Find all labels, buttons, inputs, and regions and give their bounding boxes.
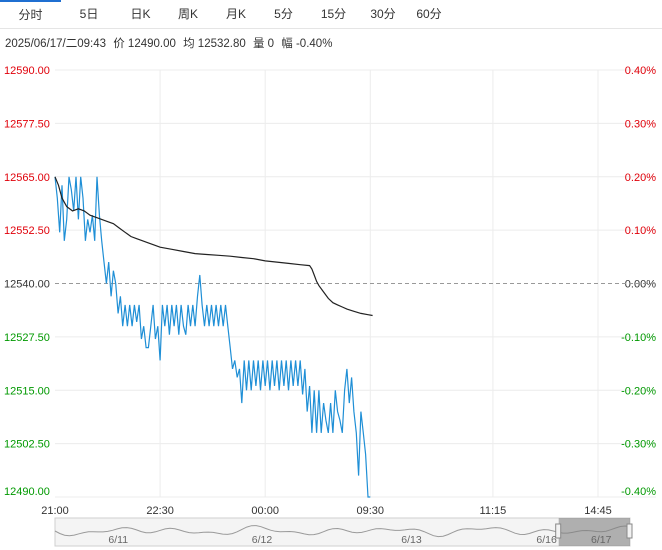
- x-axis-time-tick-label: 21:00: [41, 505, 69, 517]
- navigator-selection-window[interactable]: [558, 518, 630, 546]
- x-axis-time-tick-label: 09:30: [357, 505, 385, 517]
- quote-volume: 量 0: [252, 38, 275, 50]
- x-axis-time-tick-label: 11:15: [480, 505, 507, 517]
- quote-price: 价 12490.00: [113, 38, 176, 50]
- navigator-date-label: 6/17: [591, 534, 612, 546]
- navigator-left-handle[interactable]: [555, 523, 562, 539]
- price-series-line: [54, 176, 371, 498]
- x-axis-time-tick-label: 22:30: [146, 505, 174, 517]
- x-axis-time-tick-label: 14:45: [584, 505, 612, 517]
- tab-monthly-k[interactable]: 月K: [225, 7, 246, 21]
- y-axis-price-tick-label: 12565.00: [4, 172, 50, 184]
- y-axis-percent-tick-label: 0.30%: [625, 118, 656, 130]
- navigator-right-handle[interactable]: [626, 523, 633, 539]
- y-axis-percent-tick-label: 0.20%: [625, 172, 656, 184]
- tab-5day[interactable]: 5日: [79, 7, 99, 21]
- quote-info-bar: 2025/06/17/二09:43 价 12490.00 均 12532.80 …: [5, 35, 336, 51]
- x-axis-time-tick-label: 00:00: [251, 505, 279, 517]
- timeframe-tabs: 分时 5日 日K 周K 月K 5分 15分 30分 60分: [0, 0, 662, 28]
- y-axis-percent-tick-label: -0.10%: [621, 332, 656, 344]
- tab-daily-k[interactable]: 日K: [130, 7, 151, 21]
- y-axis-percent-tick-label: 0.40%: [625, 65, 656, 77]
- navigator-date-label: 6/12: [252, 534, 273, 546]
- navigator-sparkline: [54, 525, 631, 538]
- tab-intraday[interactable]: 分时: [0, 0, 61, 28]
- navigator-date-label: 6/16: [536, 534, 557, 546]
- y-axis-price-tick-label: 12515.00: [4, 385, 50, 397]
- navigator-date-label: 6/13: [401, 534, 422, 546]
- y-axis-price-tick-label: 12490.00: [4, 486, 50, 498]
- y-axis-percent-tick-label: -0.20%: [621, 385, 656, 397]
- tab-30min[interactable]: 30分: [370, 7, 396, 21]
- y-axis-percent-tick-label: -0.40%: [621, 486, 656, 498]
- y-axis-percent-tick-label: 0.00%: [625, 279, 656, 291]
- tab-weekly-k[interactable]: 周K: [177, 7, 198, 21]
- tab-60min[interactable]: 60分: [416, 7, 442, 21]
- tab-5min[interactable]: 5分: [274, 7, 293, 21]
- y-axis-price-tick-label: 12577.50: [4, 118, 50, 130]
- average-series-line: [54, 176, 373, 317]
- quote-change: 幅 -0.40%: [281, 38, 333, 50]
- y-axis-price-tick-label: 12590.00: [4, 65, 50, 77]
- tabs-divider: [0, 28, 662, 29]
- y-axis-price-tick-label: 12527.50: [4, 332, 50, 344]
- y-axis-price-tick-label: 12502.50: [4, 439, 50, 451]
- y-axis-percent-tick-label: 0.10%: [625, 225, 656, 237]
- navigator-date-label: 6/11: [108, 534, 128, 546]
- quote-average: 均 12532.80: [183, 38, 246, 50]
- y-axis-price-tick-label: 12552.50: [4, 225, 50, 237]
- y-axis-price-tick-label: 12540.00: [4, 279, 50, 291]
- quote-datetime: 2025/06/17/二09:43: [5, 38, 107, 50]
- tab-15min[interactable]: 15分: [320, 7, 347, 21]
- y-axis-percent-tick-label: -0.30%: [621, 439, 656, 451]
